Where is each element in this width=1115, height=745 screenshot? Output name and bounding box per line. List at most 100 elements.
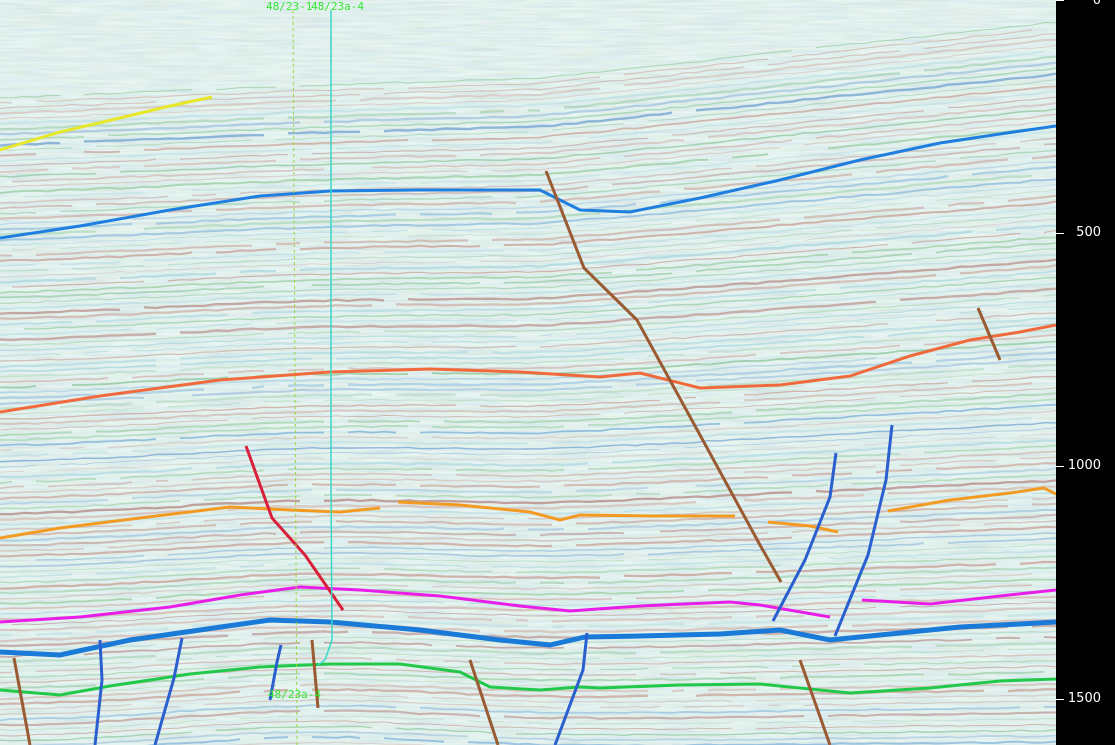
reflector-line	[0, 704, 1056, 722]
reflector-line	[0, 398, 1056, 442]
reflector-line	[0, 520, 1056, 552]
reflector-line	[0, 485, 1056, 521]
reflector-line	[12, 229, 1056, 288]
reflector-line	[0, 322, 1056, 373]
horizon-green[interactable]	[0, 662, 1056, 697]
depth-tick-0	[1056, 0, 1064, 1]
horizon-magenta[interactable]	[0, 585, 831, 624]
reflector-line	[0, 200, 1056, 262]
reflector-line	[0, 213, 1056, 272]
reflector-line	[0, 340, 1056, 389]
reflector-line	[0, 462, 1056, 501]
reflector-line	[0, 50, 1045, 125]
reflector-line	[0, 161, 1056, 226]
reflector-line	[0, 329, 1056, 378]
reflector-line	[11, 730, 1056, 745]
reflector-line	[0, 525, 1056, 558]
fault-brown-deep-2[interactable]	[468, 659, 500, 745]
reflector-line	[146, 735, 1056, 745]
reflector-line	[23, 276, 1056, 330]
reflector-line	[0, 410, 1056, 452]
fault-brown-deep-4[interactable]	[310, 639, 320, 709]
fault-red[interactable]	[244, 445, 345, 611]
seismic-section[interactable]: 48/23-1 48/23a-4 48/23a-4	[0, 0, 1056, 745]
reflector-line	[0, 714, 1056, 732]
depth-axis: 0 500 1000 1500	[1056, 0, 1115, 745]
fault-blue-3[interactable]	[553, 632, 589, 745]
reflector-line	[0, 513, 1056, 547]
reflector-line	[0, 549, 1056, 579]
reflector-line	[0, 183, 1056, 246]
fault-brown-east[interactable]	[976, 307, 1002, 361]
reflector-line	[0, 560, 1056, 590]
reflector-line	[0, 282, 1056, 337]
reflector-line	[0, 61, 1056, 136]
horizon-blue-deep[interactable]	[0, 617, 1056, 658]
reflector-line	[0, 404, 1056, 447]
reflector-line	[0, 85, 1056, 157]
horizon-yellow[interactable]	[0, 95, 213, 152]
reflector-line	[0, 382, 1033, 426]
horizon-orange-east-a[interactable]	[767, 520, 839, 534]
fault-major-brown[interactable]	[544, 170, 783, 583]
reflector-line	[0, 665, 1056, 684]
reflector-line	[0, 270, 1056, 326]
fault-blue-6[interactable]	[268, 644, 283, 701]
reflector-line	[0, 555, 1056, 584]
well-label-bottom[interactable]: 48/23a-4	[268, 688, 321, 701]
reflector-line	[0, 79, 1056, 152]
seismic-canvas	[0, 0, 1056, 745]
reflector-line	[0, 300, 1056, 352]
reflector-line	[0, 108, 1056, 178]
depth-tick-1500	[1056, 699, 1064, 700]
fault-brown-deep-3[interactable]	[12, 657, 32, 745]
reflector-line	[0, 33, 1056, 110]
well-label-top-a[interactable]: 48/23-1	[266, 0, 313, 13]
depth-tick-500	[1056, 233, 1064, 234]
reflector-line	[0, 264, 1056, 320]
reflector-line	[0, 421, 1056, 463]
reflector-line	[0, 694, 1056, 711]
reflector-line	[0, 102, 1056, 174]
horizon-orange-east-b[interactable]	[887, 486, 1056, 513]
reflector-line	[0, 375, 1056, 420]
well-trace-b[interactable]	[317, 10, 333, 666]
reflector-line	[11, 113, 1056, 183]
interpretation-layer	[0, 9, 1056, 745]
depth-tick-label: 0	[1092, 0, 1101, 8]
reflector-line	[0, 351, 1056, 400]
depth-tick-1000	[1056, 466, 1064, 467]
reflector-line	[0, 467, 1056, 506]
horizon-orange-red[interactable]	[0, 323, 1056, 414]
well-label-top-b[interactable]: 48/23a-4	[311, 0, 364, 13]
reflector-line	[0, 236, 1056, 294]
fault-brown-deep-1[interactable]	[798, 659, 832, 745]
horizon-orange-west[interactable]	[0, 505, 381, 540]
reflector-line	[0, 474, 1056, 510]
reflector-line	[0, 456, 1056, 494]
fault-blue-2[interactable]	[833, 424, 894, 637]
reflector-line	[0, 96, 1056, 167]
reflector-line	[0, 439, 1056, 479]
reflector-line	[0, 720, 1056, 737]
reflector-line	[0, 312, 1056, 362]
fault-blue-1[interactable]	[771, 452, 838, 622]
reflector-line	[0, 653, 1056, 674]
reflector-line	[0, 427, 1056, 468]
fault-blue-5[interactable]	[93, 639, 104, 745]
reflector-line	[0, 248, 1056, 305]
horizon-magenta-east[interactable]	[861, 588, 1056, 606]
reflector-line	[0, 642, 1056, 663]
reflector-line	[0, 612, 1056, 637]
reflector-line	[0, 218, 1056, 278]
reflector-line	[0, 55, 1056, 131]
well-trace-a[interactable]	[292, 9, 298, 745]
depth-tick-label: 1500	[1067, 691, 1101, 706]
horizon-blue-shallow[interactable]	[0, 124, 1056, 240]
fault-blue-4[interactable]	[153, 637, 184, 745]
reflector-line	[0, 72, 1056, 147]
reflector-line	[0, 45, 1056, 120]
reflector-line	[0, 660, 1056, 678]
reflector-line	[0, 444, 1056, 485]
horizon-orange-mid[interactable]	[397, 500, 735, 522]
